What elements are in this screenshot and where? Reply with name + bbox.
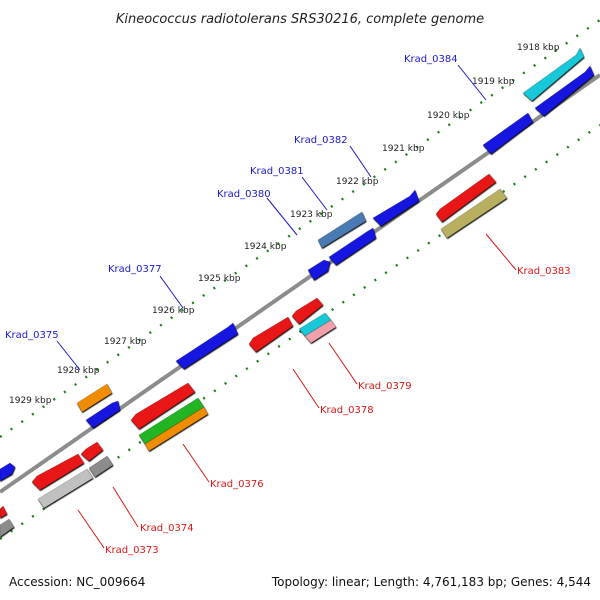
- gene-krad-0374-red[interactable]: [80, 441, 104, 462]
- gene-label-krad-0380[interactable]: Krad_0380: [217, 189, 271, 200]
- gene-krad-0377[interactable]: [175, 322, 239, 370]
- gene-krad-0381[interactable]: [372, 189, 420, 227]
- accession-text: Accession: NC_009664: [9, 575, 145, 589]
- scale-labels: 1918 kbp 1919 kbp 1920 kbp 1921 kbp 1922…: [9, 43, 560, 406]
- scale-label-1921: 1921 kbp: [382, 144, 425, 154]
- gene-krad-0383-olive[interactable]: [440, 188, 508, 239]
- gene-krad-0379-red[interactable]: [291, 297, 324, 325]
- gene-left-red[interactable]: [0, 505, 8, 519]
- forward-genes: [0, 47, 595, 482]
- gene-krad-0376-red[interactable]: [130, 382, 196, 430]
- scale-label-1924: 1924 kbp: [244, 242, 287, 252]
- gene-krad-0384-a[interactable]: [522, 47, 585, 102]
- gene-krad-0380[interactable]: [317, 211, 367, 249]
- scale-label-1928: 1928 kbp: [57, 366, 100, 376]
- gene-krad-0375-blue[interactable]: [85, 400, 121, 429]
- scale-label-1920: 1920 kbp: [427, 111, 470, 121]
- gene-label-krad-0374[interactable]: Krad_0374: [140, 523, 194, 534]
- gene-label-krad-0382[interactable]: Krad_0382: [294, 135, 348, 146]
- gene-label-krad-0381[interactable]: Krad_0381: [250, 166, 304, 177]
- gene-krad-0373-red[interactable]: [31, 453, 85, 491]
- lower-tick-row: [0, 124, 600, 540]
- scale-label-1927: 1927 kbp: [104, 337, 147, 347]
- gene-label-krad-0377[interactable]: Krad_0377: [108, 264, 162, 275]
- gene-krad-0375-orange[interactable]: [76, 383, 113, 413]
- gene-label-krad-0378[interactable]: Krad_0378: [320, 405, 374, 416]
- gene-small-blue[interactable]: [307, 259, 331, 281]
- gene-krad-0383-red[interactable]: [435, 173, 497, 223]
- scale-label-1922: 1922 kbp: [336, 177, 379, 187]
- forward-gene-labels: Krad_0384 Krad_0382 Krad_0381 Krad_0380 …: [5, 54, 458, 341]
- scale-label-1925: 1925 kbp: [198, 274, 241, 284]
- gene-krad-0378[interactable]: [248, 316, 294, 353]
- gene-krad-0376-orange[interactable]: [144, 406, 209, 452]
- gene-left-gray[interactable]: [0, 518, 15, 538]
- gene-label-krad-0383[interactable]: Krad_0383: [517, 266, 571, 277]
- gene-krad-0373-lightgray[interactable]: [37, 468, 94, 509]
- reverse-gene-labels: Krad_0383 Krad_0379 Krad_0378 Krad_0376 …: [105, 266, 571, 556]
- gene-label-krad-0379[interactable]: Krad_0379: [358, 381, 412, 392]
- scale-label-1919: 1919 kbp: [472, 77, 515, 87]
- scale-label-1929: 1929 kbp: [9, 396, 52, 406]
- gene-label-krad-0384[interactable]: Krad_0384: [404, 54, 458, 65]
- gene-krad-0382[interactable]: [482, 112, 534, 155]
- scale-label-1918: 1918 kbp: [517, 43, 560, 53]
- gene-krad-0374-gray[interactable]: [88, 455, 114, 478]
- scale-label-1926: 1926 kbp: [152, 306, 195, 316]
- reverse-genes: [0, 173, 508, 538]
- gene-krad-0379-pink[interactable]: [304, 319, 337, 344]
- gene-left-blue[interactable]: [0, 462, 16, 482]
- genome-summary-text: Topology: linear; Length: 4,761,183 bp; …: [271, 575, 591, 589]
- gene-label-krad-0375[interactable]: Krad_0375: [5, 330, 59, 341]
- gene-krad-0380-b[interactable]: [328, 227, 377, 266]
- gene-krad-0384-b[interactable]: [534, 65, 595, 117]
- map-title: Kineococcus radiotolerans SRS30216, comp…: [116, 12, 484, 27]
- leader-lines: [56, 64, 517, 549]
- scale-label-1923: 1923 kbp: [290, 210, 333, 220]
- gene-label-krad-0376[interactable]: Krad_0376: [210, 479, 264, 490]
- gene-label-krad-0373[interactable]: Krad_0373: [105, 545, 159, 556]
- upper-tick-row: [0, 19, 600, 438]
